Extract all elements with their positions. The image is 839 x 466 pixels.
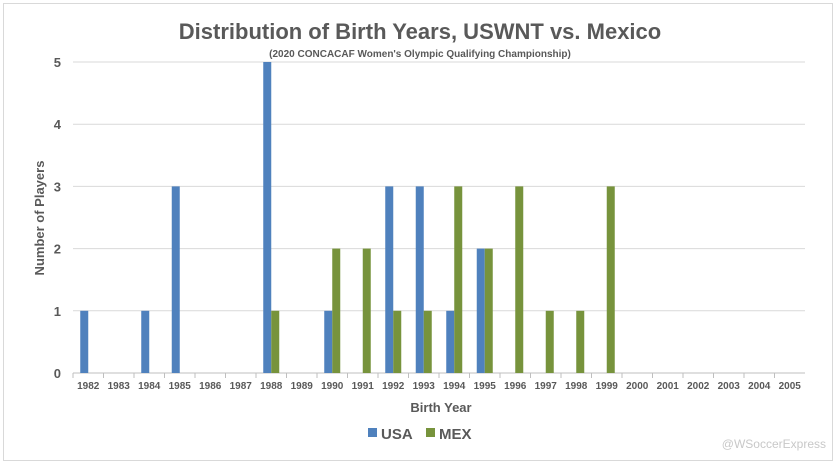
bar-mex-1992 [393,310,402,373]
x-tick-label: 2001 [657,381,680,392]
bar-usa-1990 [324,310,333,373]
y-tick-label: 5 [54,55,61,70]
bar-mex-1996 [515,186,524,373]
bar-mex-1999 [606,186,615,373]
x-tick-label: 1985 [169,381,192,392]
x-tick-label: 1992 [382,381,405,392]
x-tick-label: 1999 [596,381,619,392]
x-tick-label: 1998 [565,381,588,392]
x-tick-label: 1986 [199,381,222,392]
legend-swatch-mex [426,428,435,437]
x-tick-label: 1991 [352,381,375,392]
chart-title: Distribution of Birth Years, USWNT vs. M… [179,19,661,44]
x-tick-label: 1994 [443,381,466,392]
bar-usa-1994 [446,310,455,373]
x-tick-label: 2003 [718,381,741,392]
legend-swatch-usa [368,428,377,437]
y-tick-label: 2 [54,242,61,257]
x-tick-label: 1988 [260,381,283,392]
chart-subtitle: (2020 CONCACAF Women's Olympic Qualifyin… [269,49,571,60]
legend-label-mex: MEX [439,426,472,443]
x-tick-label: 2005 [779,381,802,392]
bar-usa-1984 [141,310,150,373]
bar-mex-1993 [423,310,432,373]
x-axis-label: Birth Year [410,400,471,415]
bar-usa-1992 [385,186,394,373]
x-tick-label: 1982 [77,381,100,392]
bar-usa-1985 [171,186,180,373]
x-tick-label: 1996 [504,381,527,392]
x-tick-label: 1989 [291,381,314,392]
y-tick-label: 1 [54,304,61,319]
watermark: @WSoccerExpress [722,437,826,451]
x-tick-label: 2004 [748,381,771,392]
x-tick-label: 1997 [535,381,558,392]
x-tick-label: 1990 [321,381,344,392]
y-tick-label: 4 [54,117,62,132]
y-tick-label: 0 [54,366,61,381]
x-tick-label: 1993 [413,381,436,392]
y-tick-label: 3 [54,179,61,194]
bar-mex-1998 [576,310,585,373]
x-tick-label: 1983 [108,381,131,392]
bar-mex-1988 [271,310,280,373]
x-tick-label: 1987 [230,381,253,392]
bar-mex-1997 [545,310,554,373]
x-tick-label: 2000 [626,381,649,392]
bar-usa-1988 [263,62,272,373]
bar-mex-1994 [454,186,463,373]
y-axis-label: Number of Players [32,161,47,276]
x-tick-label: 1995 [474,381,497,392]
bar-usa-1993 [415,186,424,373]
bar-mex-1991 [362,248,371,373]
x-tick-label: 1984 [138,381,161,392]
x-tick-label: 2002 [687,381,710,392]
bar-usa-1995 [476,248,485,373]
bar-mex-1995 [484,248,493,373]
bar-usa-1982 [80,310,89,373]
legend-label-usa: USA [381,426,413,443]
bar-mex-1990 [332,248,341,373]
